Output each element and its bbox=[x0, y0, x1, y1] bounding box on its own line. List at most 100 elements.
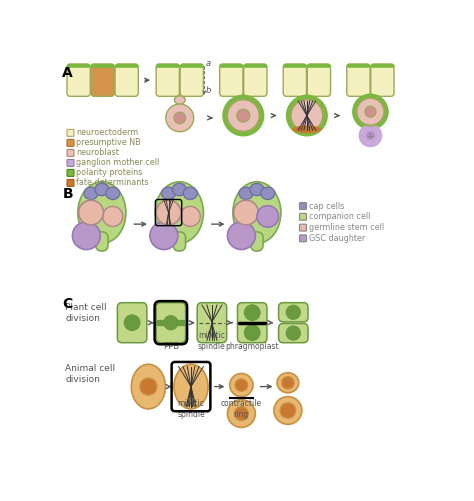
FancyBboxPatch shape bbox=[307, 64, 330, 68]
FancyBboxPatch shape bbox=[197, 303, 227, 343]
Ellipse shape bbox=[155, 182, 203, 243]
Text: GSC daughter: GSC daughter bbox=[309, 234, 365, 243]
FancyBboxPatch shape bbox=[67, 179, 74, 186]
FancyBboxPatch shape bbox=[279, 324, 308, 343]
FancyBboxPatch shape bbox=[91, 64, 114, 68]
Circle shape bbox=[282, 377, 294, 389]
FancyBboxPatch shape bbox=[219, 64, 243, 96]
Circle shape bbox=[150, 222, 178, 249]
FancyBboxPatch shape bbox=[156, 64, 179, 96]
FancyBboxPatch shape bbox=[115, 64, 138, 68]
FancyBboxPatch shape bbox=[118, 303, 147, 343]
FancyBboxPatch shape bbox=[96, 232, 108, 251]
FancyBboxPatch shape bbox=[180, 64, 203, 68]
Ellipse shape bbox=[227, 99, 260, 132]
Ellipse shape bbox=[356, 98, 384, 126]
Circle shape bbox=[228, 222, 255, 249]
Ellipse shape bbox=[183, 187, 197, 199]
Circle shape bbox=[245, 325, 260, 340]
FancyBboxPatch shape bbox=[279, 303, 308, 322]
Ellipse shape bbox=[173, 183, 186, 195]
Ellipse shape bbox=[277, 373, 299, 393]
FancyBboxPatch shape bbox=[67, 129, 74, 136]
Text: presumptive NB: presumptive NB bbox=[76, 138, 141, 147]
Circle shape bbox=[366, 131, 374, 140]
Text: Plant cell
division: Plant cell division bbox=[65, 304, 107, 323]
Circle shape bbox=[79, 200, 103, 225]
Circle shape bbox=[156, 200, 181, 225]
Ellipse shape bbox=[166, 104, 194, 132]
Circle shape bbox=[230, 374, 253, 397]
Text: germline stem cell: germline stem cell bbox=[309, 223, 384, 232]
Circle shape bbox=[103, 206, 123, 226]
Text: phragmoplast: phragmoplast bbox=[226, 342, 279, 351]
Text: contractile
ring: contractile ring bbox=[221, 399, 262, 419]
FancyBboxPatch shape bbox=[67, 169, 74, 176]
Ellipse shape bbox=[250, 183, 264, 195]
FancyBboxPatch shape bbox=[67, 159, 74, 166]
Circle shape bbox=[280, 403, 296, 418]
Ellipse shape bbox=[131, 364, 165, 409]
Ellipse shape bbox=[239, 187, 253, 199]
Text: companion cell: companion cell bbox=[309, 212, 370, 221]
Ellipse shape bbox=[274, 397, 302, 424]
FancyBboxPatch shape bbox=[67, 149, 74, 156]
FancyBboxPatch shape bbox=[67, 139, 74, 146]
Text: mitotic
spindle: mitotic spindle bbox=[198, 332, 226, 351]
Ellipse shape bbox=[174, 96, 185, 104]
Text: neuroectoderm: neuroectoderm bbox=[76, 128, 138, 137]
Circle shape bbox=[164, 316, 178, 330]
Ellipse shape bbox=[78, 182, 126, 243]
Ellipse shape bbox=[292, 126, 321, 133]
Ellipse shape bbox=[233, 182, 281, 243]
Circle shape bbox=[234, 200, 258, 225]
Circle shape bbox=[257, 205, 279, 227]
Circle shape bbox=[73, 222, 100, 249]
FancyBboxPatch shape bbox=[307, 64, 330, 96]
FancyBboxPatch shape bbox=[237, 303, 267, 343]
FancyBboxPatch shape bbox=[300, 202, 307, 209]
FancyBboxPatch shape bbox=[347, 64, 370, 68]
FancyBboxPatch shape bbox=[180, 64, 203, 96]
Text: ganglion mother cell: ganglion mother cell bbox=[76, 158, 160, 167]
Circle shape bbox=[237, 109, 250, 122]
FancyBboxPatch shape bbox=[244, 64, 267, 68]
Text: fate determinants: fate determinants bbox=[76, 178, 149, 187]
Text: Animal cell
division: Animal cell division bbox=[65, 364, 116, 384]
Circle shape bbox=[174, 112, 186, 124]
FancyBboxPatch shape bbox=[371, 64, 394, 96]
Ellipse shape bbox=[84, 187, 98, 199]
Text: polarity proteins: polarity proteins bbox=[76, 168, 143, 177]
Circle shape bbox=[286, 326, 300, 340]
FancyBboxPatch shape bbox=[115, 64, 138, 96]
FancyBboxPatch shape bbox=[251, 232, 263, 251]
Text: A: A bbox=[63, 66, 73, 80]
Ellipse shape bbox=[162, 187, 175, 199]
FancyBboxPatch shape bbox=[156, 303, 186, 343]
Text: b: b bbox=[206, 86, 211, 95]
Circle shape bbox=[124, 315, 140, 330]
FancyBboxPatch shape bbox=[91, 64, 114, 96]
FancyBboxPatch shape bbox=[244, 64, 267, 96]
Text: B: B bbox=[63, 187, 73, 201]
FancyBboxPatch shape bbox=[67, 64, 90, 68]
FancyBboxPatch shape bbox=[300, 213, 307, 220]
Ellipse shape bbox=[261, 187, 275, 199]
Circle shape bbox=[235, 379, 247, 391]
Text: a: a bbox=[206, 59, 211, 68]
FancyBboxPatch shape bbox=[283, 64, 307, 96]
Circle shape bbox=[180, 206, 201, 226]
FancyBboxPatch shape bbox=[371, 64, 394, 68]
Ellipse shape bbox=[291, 99, 323, 132]
FancyBboxPatch shape bbox=[67, 64, 90, 96]
Text: cap cells: cap cells bbox=[309, 201, 344, 210]
Circle shape bbox=[286, 306, 300, 319]
Circle shape bbox=[228, 400, 255, 427]
FancyBboxPatch shape bbox=[300, 235, 307, 242]
Text: neuroblast: neuroblast bbox=[76, 148, 119, 157]
Ellipse shape bbox=[106, 187, 120, 199]
FancyBboxPatch shape bbox=[283, 64, 307, 68]
FancyBboxPatch shape bbox=[300, 224, 307, 231]
Ellipse shape bbox=[362, 127, 379, 144]
Ellipse shape bbox=[174, 364, 208, 409]
